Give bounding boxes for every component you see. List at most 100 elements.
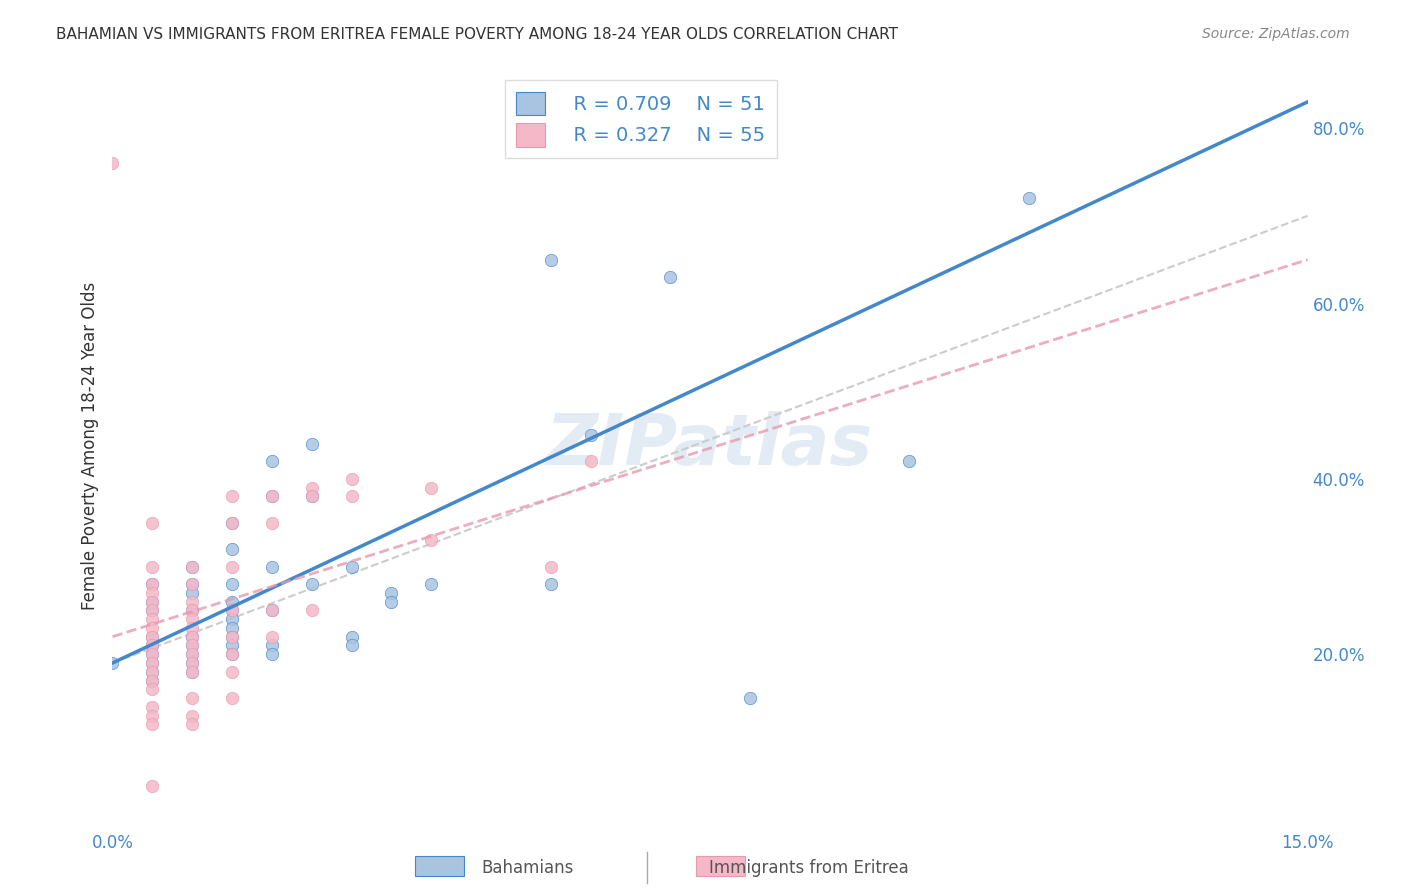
Point (141, 647, 163, 661)
Point (340, 630, 363, 644)
Point (181, 656, 204, 670)
Point (221, 647, 243, 661)
Point (738, 691, 761, 706)
Point (181, 647, 204, 661)
Point (101, 156, 124, 170)
Point (181, 559, 204, 574)
Point (221, 516, 243, 530)
Point (260, 603, 283, 617)
Point (221, 621, 243, 635)
Point (221, 691, 243, 706)
Point (141, 577, 163, 591)
Point (141, 594, 163, 608)
Point (301, 603, 323, 617)
Point (221, 647, 243, 661)
Point (141, 603, 163, 617)
Point (420, 577, 443, 591)
Point (141, 559, 163, 574)
Point (101, 656, 124, 670)
Point (141, 717, 163, 731)
Point (141, 639, 163, 653)
Point (141, 682, 163, 697)
Point (181, 559, 204, 574)
Point (181, 594, 204, 608)
Point (181, 665, 204, 679)
Point (141, 699, 163, 714)
Point (898, 454, 921, 468)
Point (1018, 191, 1040, 205)
Point (181, 656, 204, 670)
Point (380, 594, 402, 608)
Point (340, 559, 363, 574)
Point (181, 630, 204, 644)
Point (181, 630, 204, 644)
Point (141, 665, 163, 679)
Point (301, 490, 323, 504)
Point (579, 454, 602, 468)
Point (141, 779, 163, 793)
Point (221, 594, 243, 608)
Point (260, 516, 283, 530)
Point (540, 577, 562, 591)
Point (221, 665, 243, 679)
Point (221, 516, 243, 530)
Point (221, 577, 243, 591)
Text: Bahamians: Bahamians (481, 859, 574, 877)
Point (141, 639, 163, 653)
Point (340, 472, 363, 486)
Point (181, 708, 204, 723)
Point (141, 673, 163, 688)
Point (181, 691, 204, 706)
Point (301, 577, 323, 591)
Point (181, 577, 204, 591)
Point (141, 586, 163, 600)
Point (141, 594, 163, 608)
Point (181, 639, 204, 653)
Point (181, 603, 204, 617)
Point (181, 603, 204, 617)
Point (301, 490, 323, 504)
Text: ZIPatlas: ZIPatlas (547, 411, 873, 481)
Point (221, 639, 243, 653)
Point (540, 559, 562, 574)
Text: Source: ZipAtlas.com: Source: ZipAtlas.com (1202, 27, 1350, 41)
Point (181, 586, 204, 600)
Point (141, 603, 163, 617)
Point (141, 612, 163, 626)
Point (141, 673, 163, 688)
Point (181, 717, 204, 731)
Point (260, 647, 283, 661)
Point (540, 252, 562, 267)
Point (221, 559, 243, 574)
Point (181, 621, 204, 635)
Point (340, 639, 363, 653)
Point (260, 603, 283, 617)
Point (301, 481, 323, 495)
Point (260, 559, 283, 574)
Point (221, 630, 243, 644)
Point (141, 630, 163, 644)
Point (380, 586, 402, 600)
Point (181, 639, 204, 653)
Text: BAHAMIAN VS IMMIGRANTS FROM ERITREA FEMALE POVERTY AMONG 18-24 YEAR OLDS CORRELA: BAHAMIAN VS IMMIGRANTS FROM ERITREA FEMA… (56, 27, 898, 42)
Point (260, 490, 283, 504)
Point (260, 454, 283, 468)
Point (181, 612, 204, 626)
Point (260, 490, 283, 504)
Point (221, 630, 243, 644)
Point (141, 630, 163, 644)
Point (340, 490, 363, 504)
Point (221, 603, 243, 617)
Point (181, 577, 204, 591)
Point (301, 437, 323, 451)
Point (260, 630, 283, 644)
Y-axis label: Female Poverty Among 18-24 Year Olds: Female Poverty Among 18-24 Year Olds (80, 282, 98, 610)
Point (420, 481, 443, 495)
Point (221, 541, 243, 556)
Text: Immigrants from Eritrea: Immigrants from Eritrea (709, 859, 908, 877)
Point (141, 708, 163, 723)
Point (141, 647, 163, 661)
Point (221, 612, 243, 626)
Point (260, 639, 283, 653)
Point (141, 656, 163, 670)
